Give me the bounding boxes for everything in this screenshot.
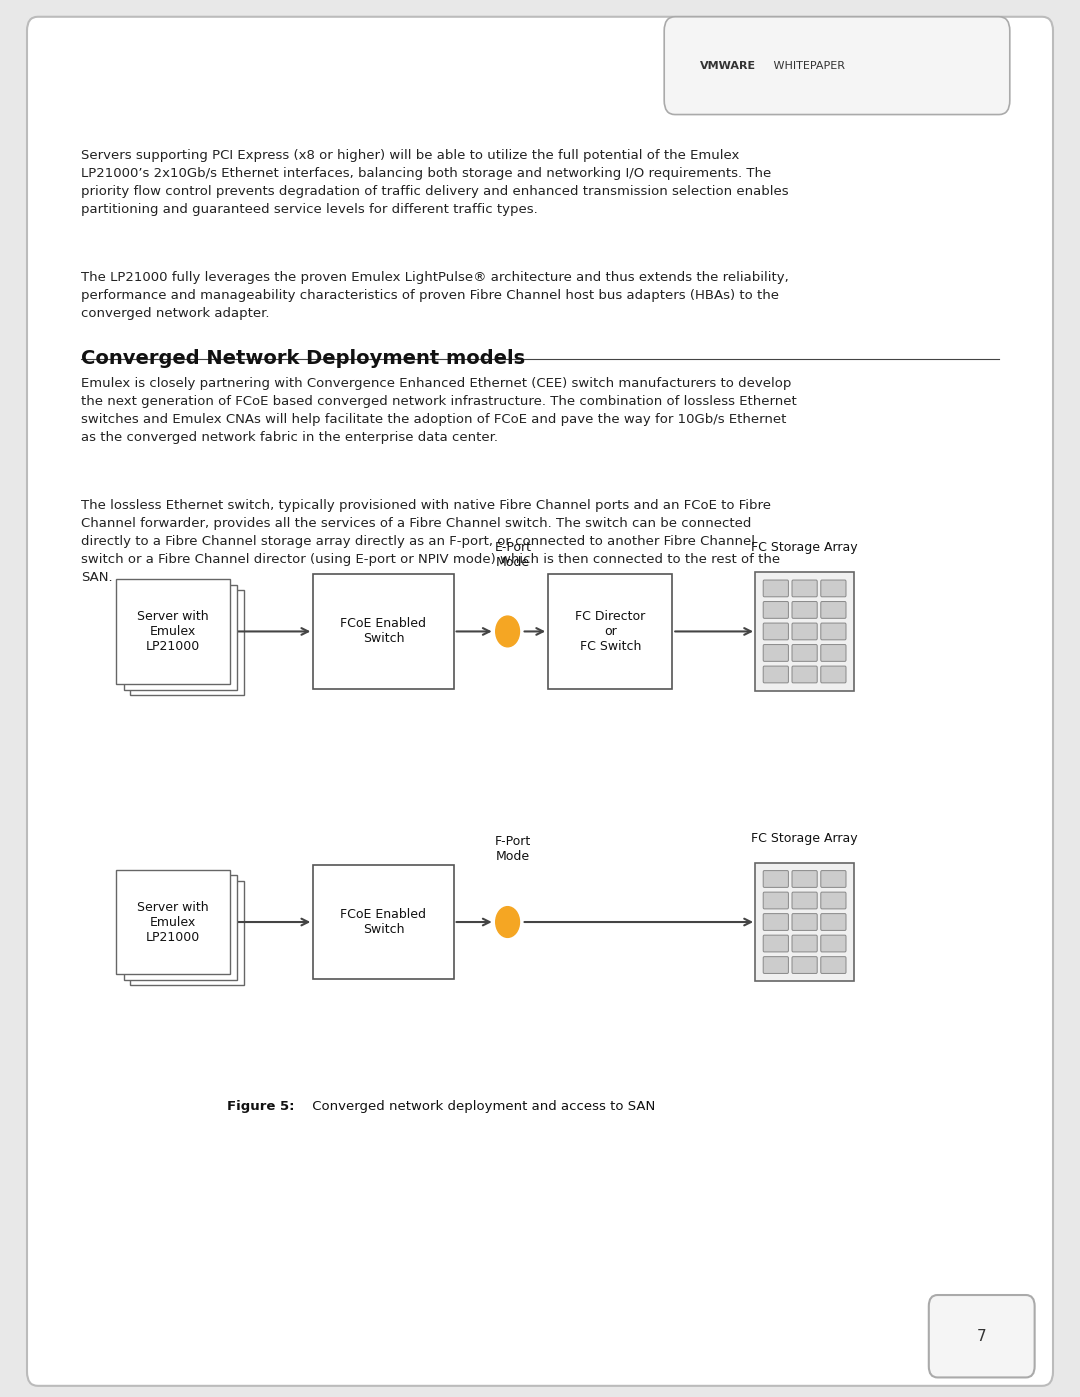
Text: The lossless Ethernet switch, typically provisioned with native Fibre Channel po: The lossless Ethernet switch, typically … <box>81 499 780 584</box>
FancyBboxPatch shape <box>131 880 244 985</box>
Text: VMWARE: VMWARE <box>700 60 756 71</box>
Text: E-Port
Mode: E-Port Mode <box>495 541 531 569</box>
FancyBboxPatch shape <box>792 623 818 640</box>
FancyBboxPatch shape <box>764 914 788 930</box>
Text: Converged Network Deployment models: Converged Network Deployment models <box>81 349 525 369</box>
FancyBboxPatch shape <box>764 935 788 951</box>
Text: FC Storage Array: FC Storage Array <box>752 831 858 845</box>
Text: F-Port
Mode: F-Port Mode <box>495 835 531 863</box>
FancyBboxPatch shape <box>821 580 846 597</box>
Text: Figure 5:: Figure 5: <box>227 1099 294 1113</box>
Text: Server with
Emulex
LP21000: Server with Emulex LP21000 <box>137 610 208 652</box>
FancyBboxPatch shape <box>792 893 818 909</box>
FancyBboxPatch shape <box>821 935 846 951</box>
FancyBboxPatch shape <box>764 602 788 619</box>
FancyBboxPatch shape <box>929 1295 1035 1377</box>
FancyBboxPatch shape <box>124 585 238 690</box>
Text: Emulex is closely partnering with Convergence Enhanced Ethernet (CEE) switch man: Emulex is closely partnering with Conver… <box>81 377 797 444</box>
FancyBboxPatch shape <box>313 574 454 689</box>
Text: FCoE Enabled
Switch: FCoE Enabled Switch <box>340 908 427 936</box>
FancyBboxPatch shape <box>764 644 788 661</box>
FancyBboxPatch shape <box>764 957 788 974</box>
FancyBboxPatch shape <box>821 893 846 909</box>
Text: FC Director
or
FC Switch: FC Director or FC Switch <box>575 610 646 652</box>
FancyBboxPatch shape <box>821 870 846 887</box>
FancyBboxPatch shape <box>821 623 846 640</box>
FancyBboxPatch shape <box>548 574 672 689</box>
FancyBboxPatch shape <box>664 17 1010 115</box>
FancyBboxPatch shape <box>792 580 818 597</box>
FancyBboxPatch shape <box>131 590 244 694</box>
FancyBboxPatch shape <box>821 666 846 683</box>
FancyBboxPatch shape <box>27 17 1053 1386</box>
Text: Servers supporting PCI Express (x8 or higher) will be able to utilize the full p: Servers supporting PCI Express (x8 or hi… <box>81 149 788 217</box>
Text: FC Storage Array: FC Storage Array <box>752 541 858 555</box>
FancyBboxPatch shape <box>755 862 854 981</box>
FancyBboxPatch shape <box>792 957 818 974</box>
FancyBboxPatch shape <box>792 935 818 951</box>
Text: FCoE Enabled
Switch: FCoE Enabled Switch <box>340 617 427 645</box>
Circle shape <box>496 907 519 937</box>
Circle shape <box>496 616 519 647</box>
FancyBboxPatch shape <box>124 876 238 981</box>
FancyBboxPatch shape <box>821 914 846 930</box>
Text: 7: 7 <box>977 1330 986 1344</box>
FancyBboxPatch shape <box>821 644 846 661</box>
FancyBboxPatch shape <box>764 580 788 597</box>
FancyBboxPatch shape <box>117 869 230 975</box>
FancyBboxPatch shape <box>117 580 230 683</box>
FancyBboxPatch shape <box>821 957 846 974</box>
Text: Converged network deployment and access to SAN: Converged network deployment and access … <box>308 1099 656 1113</box>
FancyBboxPatch shape <box>313 865 454 979</box>
Text: The LP21000 fully leverages the proven Emulex LightPulse® architecture and thus : The LP21000 fully leverages the proven E… <box>81 271 788 320</box>
FancyBboxPatch shape <box>764 870 788 887</box>
Text: WHITEPAPER: WHITEPAPER <box>770 60 845 71</box>
FancyBboxPatch shape <box>792 666 818 683</box>
FancyBboxPatch shape <box>792 870 818 887</box>
FancyBboxPatch shape <box>792 602 818 619</box>
FancyBboxPatch shape <box>764 893 788 909</box>
FancyBboxPatch shape <box>764 623 788 640</box>
FancyBboxPatch shape <box>792 644 818 661</box>
FancyBboxPatch shape <box>792 914 818 930</box>
FancyBboxPatch shape <box>764 666 788 683</box>
FancyBboxPatch shape <box>821 602 846 619</box>
FancyBboxPatch shape <box>755 573 854 690</box>
Text: Server with
Emulex
LP21000: Server with Emulex LP21000 <box>137 901 208 943</box>
